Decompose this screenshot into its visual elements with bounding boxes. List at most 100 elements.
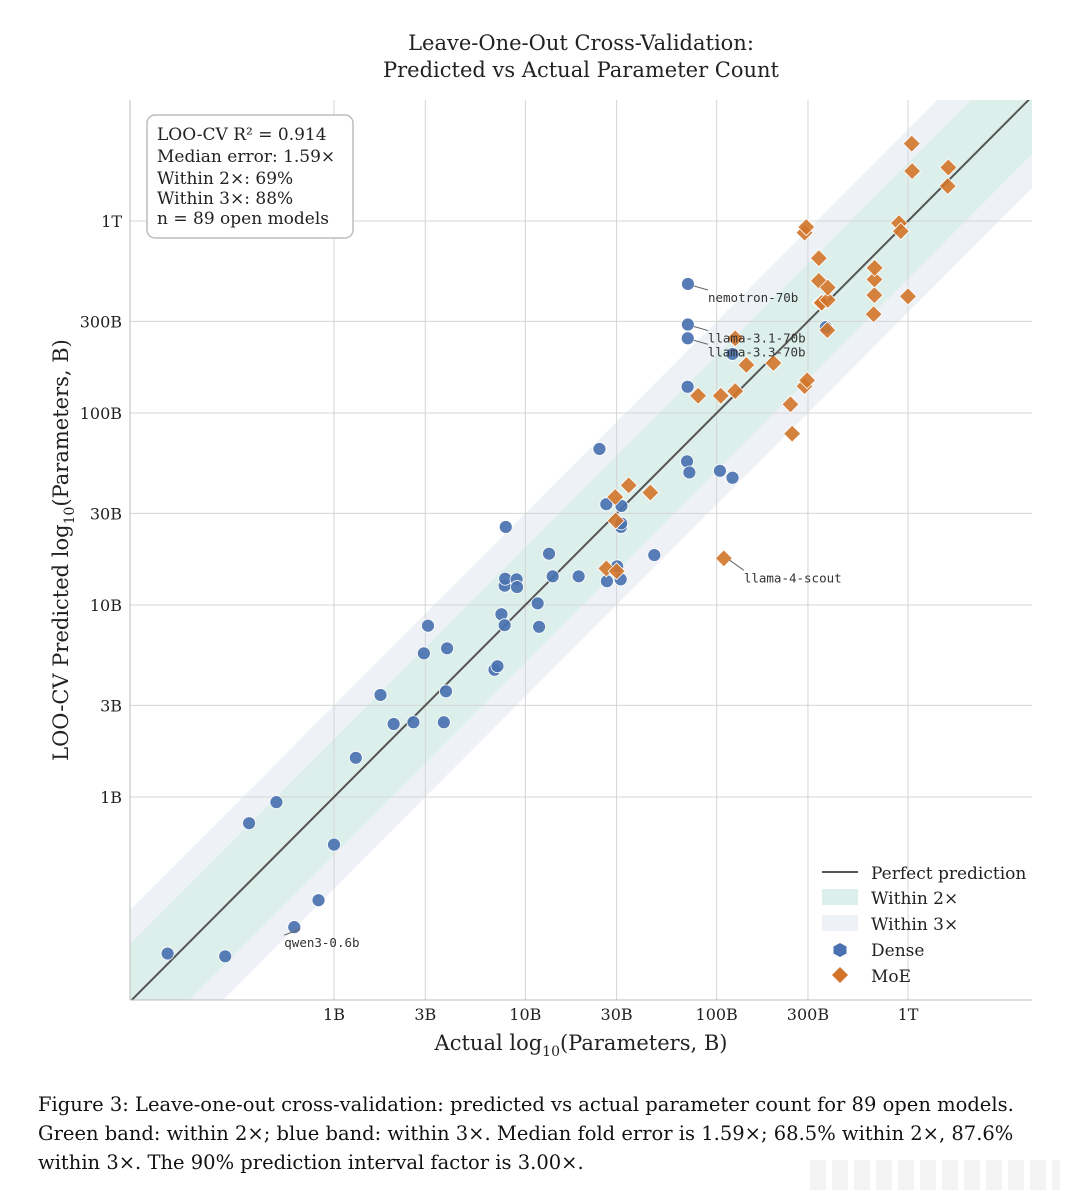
y-tick-label: 10B <box>90 596 122 615</box>
y-tick-labels: 1B 3B 10B 30B 100B 300B 1T <box>80 212 123 807</box>
dense-point <box>682 465 697 480</box>
legend-label: Dense <box>871 941 924 961</box>
figure-caption: Figure 3: Leave-one-out cross-validation… <box>38 1093 1014 1174</box>
dense-point <box>421 618 435 633</box>
legend-swatch-band2 <box>822 889 858 905</box>
data-points <box>160 134 958 964</box>
legend: Perfect prediction Within 2× Within 3× D… <box>822 864 1026 987</box>
dense-point <box>242 816 257 831</box>
legend-label: Within 2× <box>871 889 958 909</box>
moe-point <box>797 217 816 237</box>
dense-point <box>542 546 556 561</box>
moe-point <box>891 222 910 241</box>
dense-point <box>436 715 451 730</box>
y-tick-label: 1B <box>100 788 122 807</box>
moe-point <box>726 329 745 348</box>
dense-point <box>373 688 388 702</box>
moe-point <box>818 278 837 297</box>
moe-point <box>783 424 802 443</box>
stats-box: LOO-CV R² = 0.914 Median error: 1.59× Wi… <box>146 114 354 239</box>
legend-label: Perfect prediction <box>871 864 1026 884</box>
moe-point <box>939 158 958 177</box>
annotation-label: llama-3.1-70b <box>708 331 806 346</box>
y-tick-label: 30B <box>90 504 122 523</box>
dense-point <box>713 463 727 478</box>
moe-point <box>898 287 918 306</box>
chart-title-line1: Leave-One-Out Cross-Validation: <box>408 31 754 55</box>
dense-point <box>348 750 363 765</box>
x-tick-label: 30B <box>601 1005 633 1024</box>
annotation-arrow <box>693 285 709 291</box>
dense-point <box>545 569 560 584</box>
x-tick-label: 3B <box>414 1005 436 1024</box>
annotation-label: nemotron-70b <box>708 290 798 305</box>
dense-point <box>406 715 421 730</box>
moe-point <box>726 382 745 401</box>
moe-point <box>865 258 884 277</box>
x-tick-label: 1T <box>898 1005 919 1024</box>
dense-point <box>416 646 431 661</box>
moe-point <box>764 354 783 373</box>
y-tick-label: 100B <box>80 404 122 423</box>
moe-point <box>818 321 837 340</box>
moe-point <box>606 511 625 530</box>
x-tick-label: 100B <box>696 1005 738 1024</box>
moe-point <box>606 487 625 507</box>
chart-title-line2: Predicted vs Actual Parameter Count <box>383 58 780 82</box>
annotation-arrow <box>693 339 708 345</box>
legend-label: MoE <box>871 967 911 987</box>
x-tick-label: 300B <box>787 1005 829 1024</box>
moe-point <box>714 549 733 568</box>
legend-swatch-band3 <box>822 915 858 931</box>
annotation-arrow <box>284 928 301 936</box>
x-axis-label: Actual log10(Parameters, B) <box>434 1031 728 1060</box>
annotation-arrow <box>729 559 745 571</box>
dense-point <box>725 347 740 361</box>
dense-point <box>327 837 341 852</box>
annotation-label: llama-4-scout <box>744 570 842 585</box>
dense-point <box>510 580 524 594</box>
annotation-label: llama-3.3-70b <box>708 344 806 359</box>
dense-point <box>592 442 607 456</box>
moe-point <box>865 270 884 289</box>
stats-line: Within 2×: 69% <box>157 169 293 189</box>
stats-line: Within 3×: 88% <box>157 189 293 209</box>
y-tick-label: 1T <box>101 212 122 231</box>
x-tick-label: 1B <box>323 1005 345 1024</box>
moe-point <box>938 177 957 196</box>
stats-line: n = 89 open models <box>157 209 329 229</box>
moe-point <box>902 134 921 153</box>
dense-point <box>532 619 546 634</box>
moe-point <box>864 305 883 324</box>
dense-point <box>160 946 175 961</box>
moe-point <box>865 286 884 305</box>
legend-marker-moe <box>832 967 848 983</box>
moe-point <box>737 355 756 374</box>
dense-point <box>439 684 453 699</box>
dense-point <box>269 795 284 810</box>
dense-point <box>680 331 695 346</box>
dense-point <box>599 497 614 512</box>
dense-point <box>680 317 695 332</box>
x-tick-labels: 1B 3B 10B 30B 100B 300B 1T <box>323 1005 919 1024</box>
moe-point <box>818 290 837 310</box>
annotation-arrow <box>693 326 708 331</box>
plot-area <box>130 100 1032 1000</box>
dense-point <box>311 893 326 908</box>
annotation-label: qwen3-0.6b <box>284 935 359 950</box>
moe-point <box>809 249 828 268</box>
dense-point <box>498 520 513 534</box>
dense-point <box>680 379 695 394</box>
dense-point <box>490 659 505 674</box>
dense-point <box>680 454 694 469</box>
dense-point <box>571 569 586 584</box>
legend-label: Within 3× <box>871 915 958 935</box>
dense-point <box>440 641 454 656</box>
stats-line: Median error: 1.59× <box>157 147 335 167</box>
stats-line: LOO-CV R² = 0.914 <box>157 125 327 145</box>
moe-point <box>798 371 817 390</box>
moe-point <box>781 395 800 414</box>
dense-point <box>647 548 662 562</box>
dense-point <box>386 717 401 731</box>
